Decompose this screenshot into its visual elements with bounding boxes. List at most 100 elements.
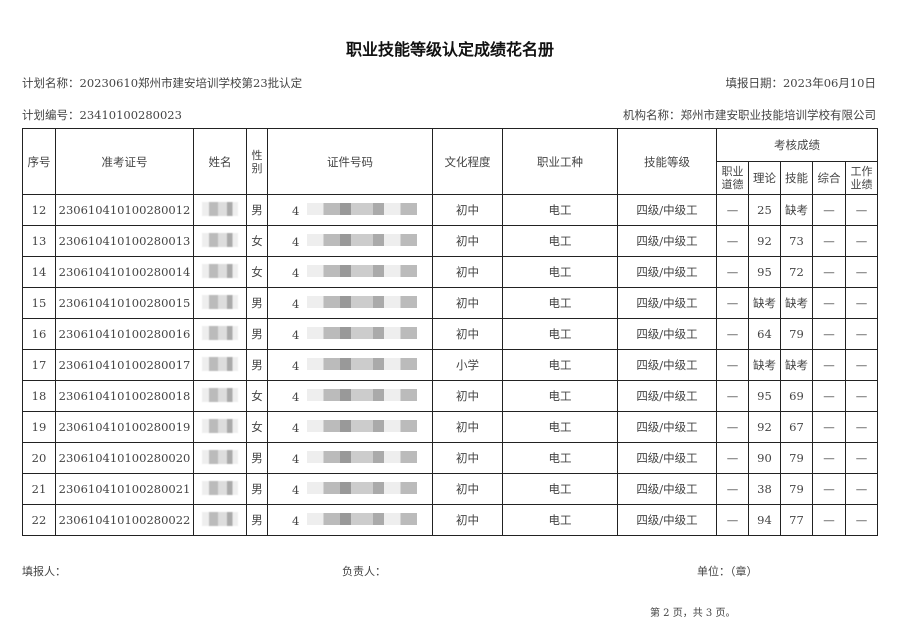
cell-name — [193, 287, 247, 319]
cell-edu: 初中 — [432, 380, 503, 412]
cell-seq: 16 — [22, 318, 56, 350]
header-job: 职业工种 — [502, 128, 618, 195]
header-education: 文化程度 — [432, 128, 503, 195]
cell-ticket: 230610410100280012 — [55, 194, 194, 226]
cell-overall: — — [812, 411, 846, 443]
cell-level: 四级/中级工 — [617, 194, 717, 226]
cell-job: 电工 — [502, 473, 618, 505]
redacted-id — [307, 357, 418, 370]
cell-gender: 女 — [246, 256, 268, 288]
header-scores: 考核成绩 — [716, 128, 878, 162]
cell-overall: — — [812, 318, 846, 350]
cell-id: 4 — [267, 194, 433, 226]
id-prefix: 4 — [292, 327, 300, 342]
cell-ethics: — — [716, 411, 749, 443]
cell-work: — — [845, 225, 878, 257]
cell-name — [193, 473, 247, 505]
cell-edu: 初中 — [432, 318, 503, 350]
header-seq: 序号 — [22, 128, 56, 195]
cell-job: 电工 — [502, 504, 618, 536]
cell-skill: 79 — [780, 473, 813, 505]
cell-gender: 女 — [246, 411, 268, 443]
cell-overall: — — [812, 225, 846, 257]
redacted-id — [307, 326, 418, 339]
header-skill: 技能 — [780, 161, 813, 195]
cell-ethics: — — [716, 225, 749, 257]
cell-id: 4 — [267, 411, 433, 443]
plan-number: 计划编号：23410100280023 — [22, 108, 182, 122]
table-row: 14 230610410100280014 女 4 初中 电工 四级/中级工 —95 72— — — [22, 256, 878, 288]
cell-ticket: 230610410100280013 — [55, 225, 194, 257]
cell-job: 电工 — [502, 380, 618, 412]
cell-seq: 14 — [22, 256, 56, 288]
cell-name — [193, 411, 247, 443]
unit-seal-label: 单位：（章） — [697, 565, 758, 578]
cell-ticket: 230610410100280018 — [55, 380, 194, 412]
cell-level: 四级/中级工 — [617, 411, 717, 443]
cell-seq: 18 — [22, 380, 56, 412]
cell-ethics: — — [716, 287, 749, 319]
cell-job: 电工 — [502, 256, 618, 288]
cell-edu: 初中 — [432, 194, 503, 226]
cell-name — [193, 380, 247, 412]
cell-job: 电工 — [502, 411, 618, 443]
redacted-name — [202, 294, 238, 309]
cell-name — [193, 442, 247, 474]
redacted-id — [307, 450, 418, 463]
cell-name — [193, 318, 247, 350]
cell-work: — — [845, 349, 878, 381]
cell-id: 4 — [267, 318, 433, 350]
cell-skill: 79 — [780, 442, 813, 474]
cell-id: 4 — [267, 380, 433, 412]
cell-ticket: 230610410100280014 — [55, 256, 194, 288]
cell-job: 电工 — [502, 349, 618, 381]
header-theory: 理论 — [748, 161, 781, 195]
cell-ethics: — — [716, 349, 749, 381]
cell-work: — — [845, 473, 878, 505]
cell-edu: 初中 — [432, 411, 503, 443]
score-table: 序号 准考证号 姓名 性别 证件号码 文化程度 职业工种 技能等级 考核成绩 职… — [22, 128, 878, 536]
cell-job: 电工 — [502, 225, 618, 257]
cell-work: — — [845, 411, 878, 443]
page-indicator: 第 2 页，共 3 页。 — [650, 608, 736, 619]
cell-ethics: — — [716, 318, 749, 350]
redacted-name — [202, 449, 238, 464]
redacted-id — [307, 388, 418, 401]
table-row: 15 230610410100280015 男 4 初中 电工 四级/中级工 — 缺考 缺考 — — — [22, 287, 878, 319]
cell-level: 四级/中级工 — [617, 380, 717, 412]
cell-overall: — — [812, 287, 846, 319]
redacted-name — [202, 356, 238, 371]
cell-edu: 初中 — [432, 287, 503, 319]
cell-ethics: — — [716, 194, 749, 226]
redacted-id — [307, 264, 418, 277]
cell-seq: 12 — [22, 194, 56, 226]
cell-id: 4 — [267, 504, 433, 536]
cell-seq: 21 — [22, 473, 56, 505]
table-row: 22 230610410100280022 男 4 初中 电工 四级/中级工 —94 77— — — [22, 504, 878, 536]
cell-theory: 25 — [748, 194, 781, 226]
cell-ticket: 230610410100280020 — [55, 442, 194, 474]
page-title: 职业技能等级认定成绩花名册 — [345, 40, 554, 59]
cell-seq: 15 — [22, 287, 56, 319]
redacted-id — [307, 481, 418, 494]
cell-level: 四级/中级工 — [617, 504, 717, 536]
cell-edu: 初中 — [432, 225, 503, 257]
cell-level: 四级/中级工 — [617, 225, 717, 257]
cell-id: 4 — [267, 442, 433, 474]
cell-skill: 缺考 — [780, 287, 813, 319]
redacted-name — [202, 201, 238, 216]
manager-label: 负责人： — [342, 565, 386, 578]
cell-id: 4 — [267, 225, 433, 257]
cell-overall: — — [812, 442, 846, 474]
cell-job: 电工 — [502, 287, 618, 319]
cell-gender: 男 — [246, 287, 268, 319]
cell-level: 四级/中级工 — [617, 349, 717, 381]
cell-edu: 小学 — [432, 349, 503, 381]
cell-skill: 67 — [780, 411, 813, 443]
cell-id: 4 — [267, 287, 433, 319]
redacted-id — [307, 295, 418, 308]
cell-seq: 13 — [22, 225, 56, 257]
cell-theory: 缺考 — [748, 349, 781, 381]
cell-overall: — — [812, 349, 846, 381]
header-id: 证件号码 — [267, 128, 433, 195]
